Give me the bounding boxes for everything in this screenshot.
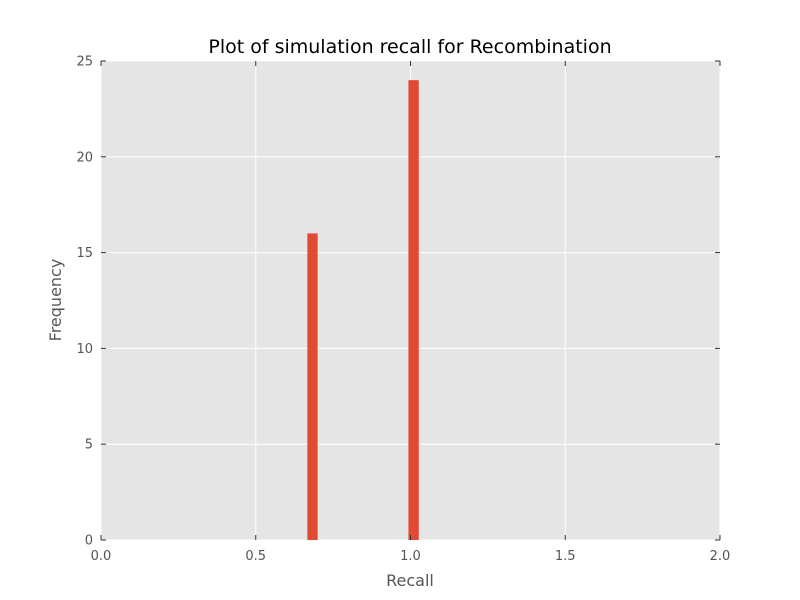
x-tick-label: 0.0	[91, 549, 112, 564]
bars	[307, 80, 419, 540]
x-axis-label: Recall	[386, 571, 434, 590]
y-tick-label: 25	[76, 55, 93, 70]
x-tick-labels: 0.0 0.5 1.0 1.5 2.0	[91, 549, 731, 564]
x-tick-label: 2.0	[710, 549, 731, 564]
y-tick-label: 20	[76, 150, 93, 165]
histogram-bar	[408, 80, 419, 540]
y-tick-label: 5	[85, 438, 93, 453]
x-tick-label: 1.0	[400, 549, 421, 564]
x-tick-label: 1.5	[555, 549, 576, 564]
y-axis-label: Frequency	[46, 259, 65, 342]
chart-title: Plot of simulation recall for Recombinat…	[208, 36, 611, 58]
y-tick-label: 15	[76, 246, 93, 261]
y-tick-labels: 0 5 10 15 20 25	[76, 55, 93, 549]
x-tick-label: 0.5	[245, 549, 266, 564]
tick-marks	[100, 60, 721, 541]
histogram-bar	[307, 233, 318, 540]
y-tick-label: 10	[76, 342, 93, 357]
y-tick-label: 0	[85, 534, 93, 549]
